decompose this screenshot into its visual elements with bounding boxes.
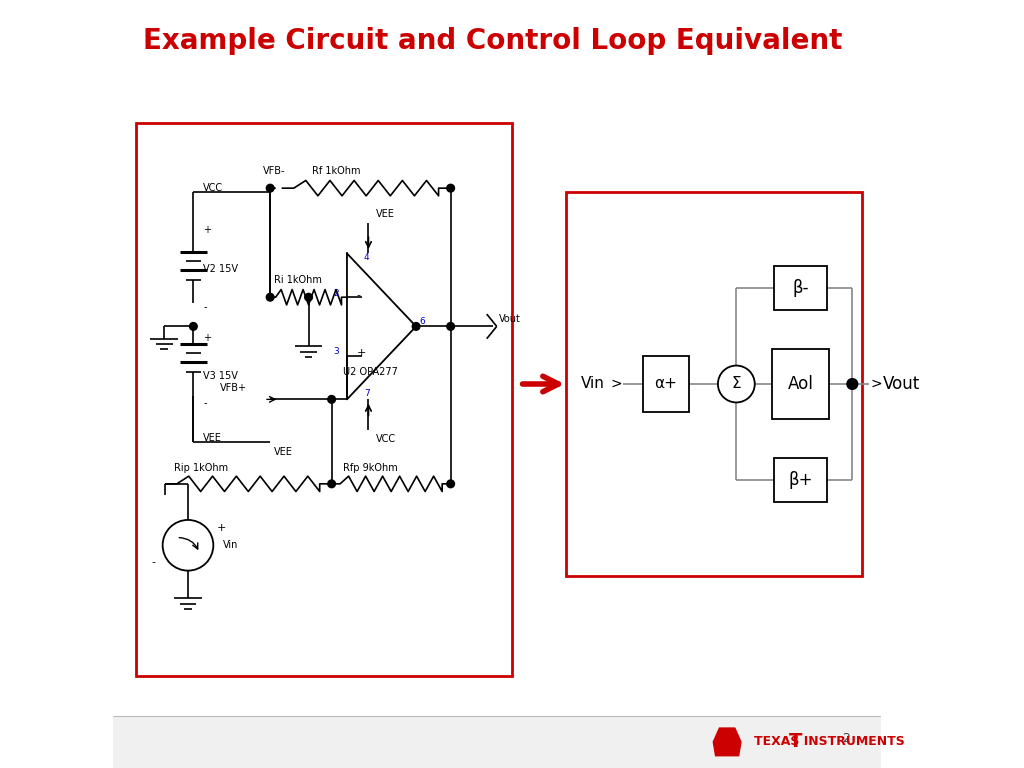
Text: β+: β+ xyxy=(788,471,813,489)
Text: Vin: Vin xyxy=(222,540,238,551)
Text: Ri 1kOhm: Ri 1kOhm xyxy=(274,275,322,286)
Polygon shape xyxy=(714,728,741,756)
Circle shape xyxy=(266,184,274,192)
Text: TEXAS INSTRUMENTS: TEXAS INSTRUMENTS xyxy=(754,736,905,748)
Text: +: + xyxy=(204,333,211,343)
Circle shape xyxy=(446,323,455,330)
Text: V3 15V: V3 15V xyxy=(204,371,239,382)
Text: β-: β- xyxy=(793,279,809,297)
Text: VEE: VEE xyxy=(204,432,222,443)
FancyBboxPatch shape xyxy=(774,458,826,502)
Text: VEE: VEE xyxy=(274,447,293,458)
Circle shape xyxy=(266,293,274,301)
Text: -: - xyxy=(204,398,207,409)
Text: V2 15V: V2 15V xyxy=(204,263,239,274)
Text: Vout: Vout xyxy=(499,313,521,324)
Text: Example Circuit and Control Loop Equivalent: Example Circuit and Control Loop Equival… xyxy=(143,27,843,55)
Circle shape xyxy=(328,480,336,488)
Text: +: + xyxy=(217,523,226,534)
Text: -: - xyxy=(152,557,155,568)
Text: VEE: VEE xyxy=(376,208,395,219)
Text: +: + xyxy=(357,348,367,359)
Text: Σ: Σ xyxy=(731,376,741,392)
Text: Vout: Vout xyxy=(883,375,921,393)
Circle shape xyxy=(413,323,420,330)
Circle shape xyxy=(305,293,312,301)
Text: 7: 7 xyxy=(364,389,370,398)
Text: -: - xyxy=(204,302,207,313)
Text: VFB-: VFB- xyxy=(262,166,285,177)
Text: T: T xyxy=(788,733,802,751)
Circle shape xyxy=(446,184,455,192)
Circle shape xyxy=(847,379,858,389)
Text: α+: α+ xyxy=(654,376,677,392)
Text: U2 OPA277: U2 OPA277 xyxy=(343,367,398,378)
Text: Vin: Vin xyxy=(582,376,605,392)
Text: Rf 1kOhm: Rf 1kOhm xyxy=(312,166,360,177)
Circle shape xyxy=(328,396,336,403)
FancyBboxPatch shape xyxy=(774,266,826,310)
Circle shape xyxy=(189,323,198,330)
Text: >: > xyxy=(870,377,883,391)
FancyBboxPatch shape xyxy=(113,716,881,768)
Text: 3: 3 xyxy=(333,347,339,356)
Circle shape xyxy=(446,480,455,488)
Text: -: - xyxy=(357,290,360,300)
Text: >: > xyxy=(610,377,622,391)
Text: Rip 1kOhm: Rip 1kOhm xyxy=(174,463,228,474)
FancyBboxPatch shape xyxy=(643,356,689,412)
Text: 2: 2 xyxy=(842,733,850,745)
Text: VFB+: VFB+ xyxy=(220,382,247,393)
Text: VCC: VCC xyxy=(204,183,223,194)
Text: 2: 2 xyxy=(333,289,339,298)
Text: +: + xyxy=(204,225,211,236)
Text: 6: 6 xyxy=(419,317,425,326)
Text: 4: 4 xyxy=(364,253,370,262)
Text: Rfp 9kOhm: Rfp 9kOhm xyxy=(343,463,398,474)
Text: VCC: VCC xyxy=(376,434,396,445)
FancyBboxPatch shape xyxy=(772,349,829,419)
Text: Aol: Aol xyxy=(787,375,813,393)
